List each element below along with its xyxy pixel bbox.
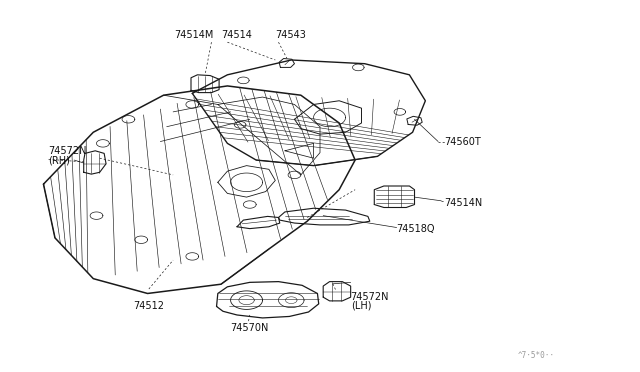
Text: 74514: 74514 xyxy=(221,30,252,39)
Text: 74560T: 74560T xyxy=(445,137,481,147)
Text: ^7·5*0··: ^7·5*0·· xyxy=(518,351,555,360)
Text: 74572N: 74572N xyxy=(49,146,87,156)
Text: (RH): (RH) xyxy=(49,155,70,166)
Text: 74570N: 74570N xyxy=(230,323,269,333)
Text: 74514N: 74514N xyxy=(445,198,483,208)
Text: (LH): (LH) xyxy=(351,300,371,310)
Text: 74518Q: 74518Q xyxy=(397,224,435,234)
Text: 74572N: 74572N xyxy=(351,292,389,302)
Text: 74512: 74512 xyxy=(133,301,164,311)
Text: 74514M: 74514M xyxy=(174,30,213,39)
Text: 74543: 74543 xyxy=(275,30,306,39)
